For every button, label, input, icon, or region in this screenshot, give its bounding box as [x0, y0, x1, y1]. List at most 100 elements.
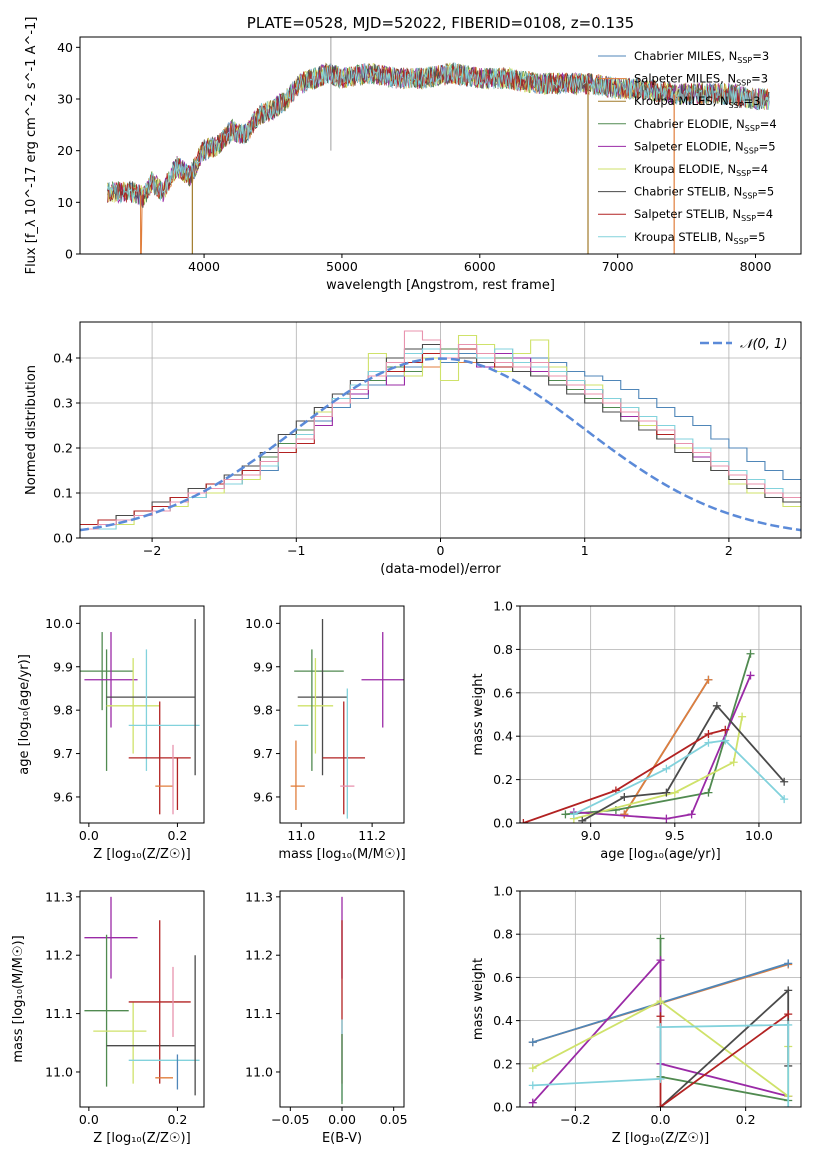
- axes-frame: [519, 605, 802, 824]
- y-tick-label: 11.1: [245, 1006, 273, 1021]
- massweight-vs-z-panel: −0.2 0.0 0.2 0.0 0.2 0.4 0.6 0.8 1.0 Z [log₁₀(Z/Z…: [471, 884, 802, 1146]
- error-bar: [128, 701, 191, 815]
- legend-entry: Chabrier MILES, NSSP=3: [634, 49, 769, 65]
- error-bar: [84, 896, 138, 979]
- x-axis-label: E(B-V): [322, 1131, 362, 1146]
- y-axis-label: Normed distribution: [24, 365, 39, 495]
- plus-marker: [656, 1012, 665, 1021]
- x-tick-label: 0.05: [380, 1112, 408, 1127]
- axes-frame: [79, 890, 205, 1108]
- plus-marker: [721, 736, 730, 745]
- y-tick-label: 10.0: [45, 616, 73, 631]
- axes-frame: [79, 605, 205, 824]
- y-tick-label: 20: [57, 143, 73, 158]
- y-tick-label: 9.6: [253, 789, 273, 804]
- massweight-vs-age-panel: 9.0 9.5 10.0 0.0 0.2 0.4 0.6 0.8 1.0 age [log₁₀(a…: [471, 599, 802, 862]
- mass-weight-line: [573, 675, 752, 820]
- plus-marker: [780, 777, 789, 786]
- y-tick-label: 0.8: [493, 642, 513, 657]
- y-tick-label: 0.2: [493, 1056, 513, 1071]
- plus-marker: [704, 738, 713, 747]
- y-tick-label: 0.0: [493, 1100, 513, 1115]
- y-axis-label: mass weight: [471, 958, 486, 1040]
- plus-marker: [656, 956, 665, 965]
- y-tick-label: 1.0: [493, 599, 513, 614]
- axes-frame: [279, 605, 405, 824]
- x-tick-label: 0.0: [79, 1112, 99, 1127]
- legend-entry: Salpeter MILES, NSSP=3: [634, 72, 768, 88]
- plus-marker: [620, 792, 629, 801]
- x-tick-label: 0.0: [79, 828, 99, 843]
- plus-marker: [784, 1020, 793, 1029]
- chart-title: PLATE=0528, MJD=52022, FIBERID=0108, z=0…: [247, 14, 634, 32]
- legend-entry: Chabrier STELIB, NSSP=5: [634, 185, 774, 201]
- y-tick-label: 11.3: [245, 889, 273, 904]
- x-axis-label: age [log₁₀(age/yr)]: [600, 847, 721, 862]
- y-tick-label: 30: [57, 92, 73, 107]
- mass-weight-line: [573, 716, 743, 820]
- plus-marker: [656, 1074, 665, 1083]
- y-axis-label: mass [log₁₀(M/M☉)]: [11, 935, 26, 1062]
- histogram-step: [80, 330, 801, 530]
- legend-entry: Chabrier ELODIE, NSSP=4: [634, 117, 777, 133]
- x-tick-label: −1: [287, 543, 305, 558]
- y-tick-label: 11.3: [45, 889, 73, 904]
- legend-entry: Kroupa ELODIE, NSSP=4: [634, 162, 768, 178]
- y-tick-label: 0.0: [53, 531, 73, 546]
- x-tick-label: 10.0: [745, 828, 773, 843]
- axes-frame: [79, 36, 802, 255]
- plus-marker: [784, 986, 793, 995]
- plus-marker: [784, 1010, 793, 1019]
- y-tick-label: 9.8: [253, 703, 273, 718]
- spectrum-legend: Chabrier MILES, NSSP=3 Salpeter MILES, NS…: [598, 49, 777, 246]
- x-tick-label: 4000: [188, 259, 220, 274]
- x-tick-label: 0.0: [651, 1112, 671, 1127]
- x-axis-label: wavelength [Angstrom, rest frame]: [326, 278, 555, 293]
- mass-weight-line: [623, 679, 710, 815]
- x-tick-label: 0.2: [167, 828, 187, 843]
- plus-marker: [784, 1103, 793, 1107]
- plus-marker: [578, 816, 587, 823]
- plus-marker: [528, 1081, 537, 1090]
- x-axis-label: Z [log₁₀(Z/Z☉)]: [612, 1131, 709, 1146]
- plus-marker: [569, 810, 578, 819]
- y-tick-label: 9.8: [53, 703, 73, 718]
- plus-marker: [670, 788, 679, 797]
- y-tick-label: 11.2: [45, 948, 73, 963]
- plus-marker: [528, 1064, 537, 1073]
- plus-marker: [780, 795, 789, 804]
- x-tick-label: 0.00: [328, 1112, 356, 1127]
- x-axis-label: (data-model)/error: [380, 562, 501, 577]
- x-tick-label: 7000: [602, 259, 634, 274]
- plus-marker: [704, 675, 713, 684]
- y-tick-label: 9.9: [53, 659, 73, 674]
- x-tick-label: 5000: [326, 259, 358, 274]
- mass-weight-line: [565, 653, 752, 816]
- plus-marker: [662, 764, 671, 773]
- mass-vs-z-panel: 0.0 0.2 11.0 11.1 11.2 11.3 Z [log₁₀(Z/Z☉)] mas…: [11, 889, 205, 1146]
- plus-marker: [712, 701, 721, 710]
- plus-marker: [704, 788, 713, 797]
- plus-marker: [704, 730, 713, 739]
- y-axis-label: mass weight: [471, 673, 486, 755]
- x-tick-label: 0.2: [167, 1112, 187, 1127]
- y-tick-label: 11.0: [45, 1064, 73, 1079]
- x-tick-label: −2: [143, 543, 161, 558]
- x-tick-label: −0.05: [271, 1112, 309, 1127]
- y-tick-label: 9.7: [253, 746, 273, 761]
- error-bar: [361, 632, 404, 728]
- plus-marker: [561, 810, 570, 819]
- legend-entry: Salpeter STELIB, NSSP=4: [634, 207, 773, 223]
- y-tick-label: 0.1: [53, 486, 73, 501]
- y-axis-label: age [log₁₀(age/yr)]: [17, 654, 32, 775]
- mass-weight-line: [659, 1013, 789, 1107]
- legend-entry: Kroupa MILES, NSSP=3: [634, 94, 760, 110]
- y-tick-label: 11.2: [245, 948, 273, 963]
- legend-entry: Kroupa STELIB, NSSP=5: [634, 230, 765, 246]
- error-bar: [84, 632, 138, 728]
- y-tick-label: 11.0: [245, 1064, 273, 1079]
- legend-entry: Salpeter ELODIE, NSSP=5: [634, 139, 776, 155]
- error-bar: [297, 658, 334, 754]
- plus-marker: [656, 1023, 665, 1032]
